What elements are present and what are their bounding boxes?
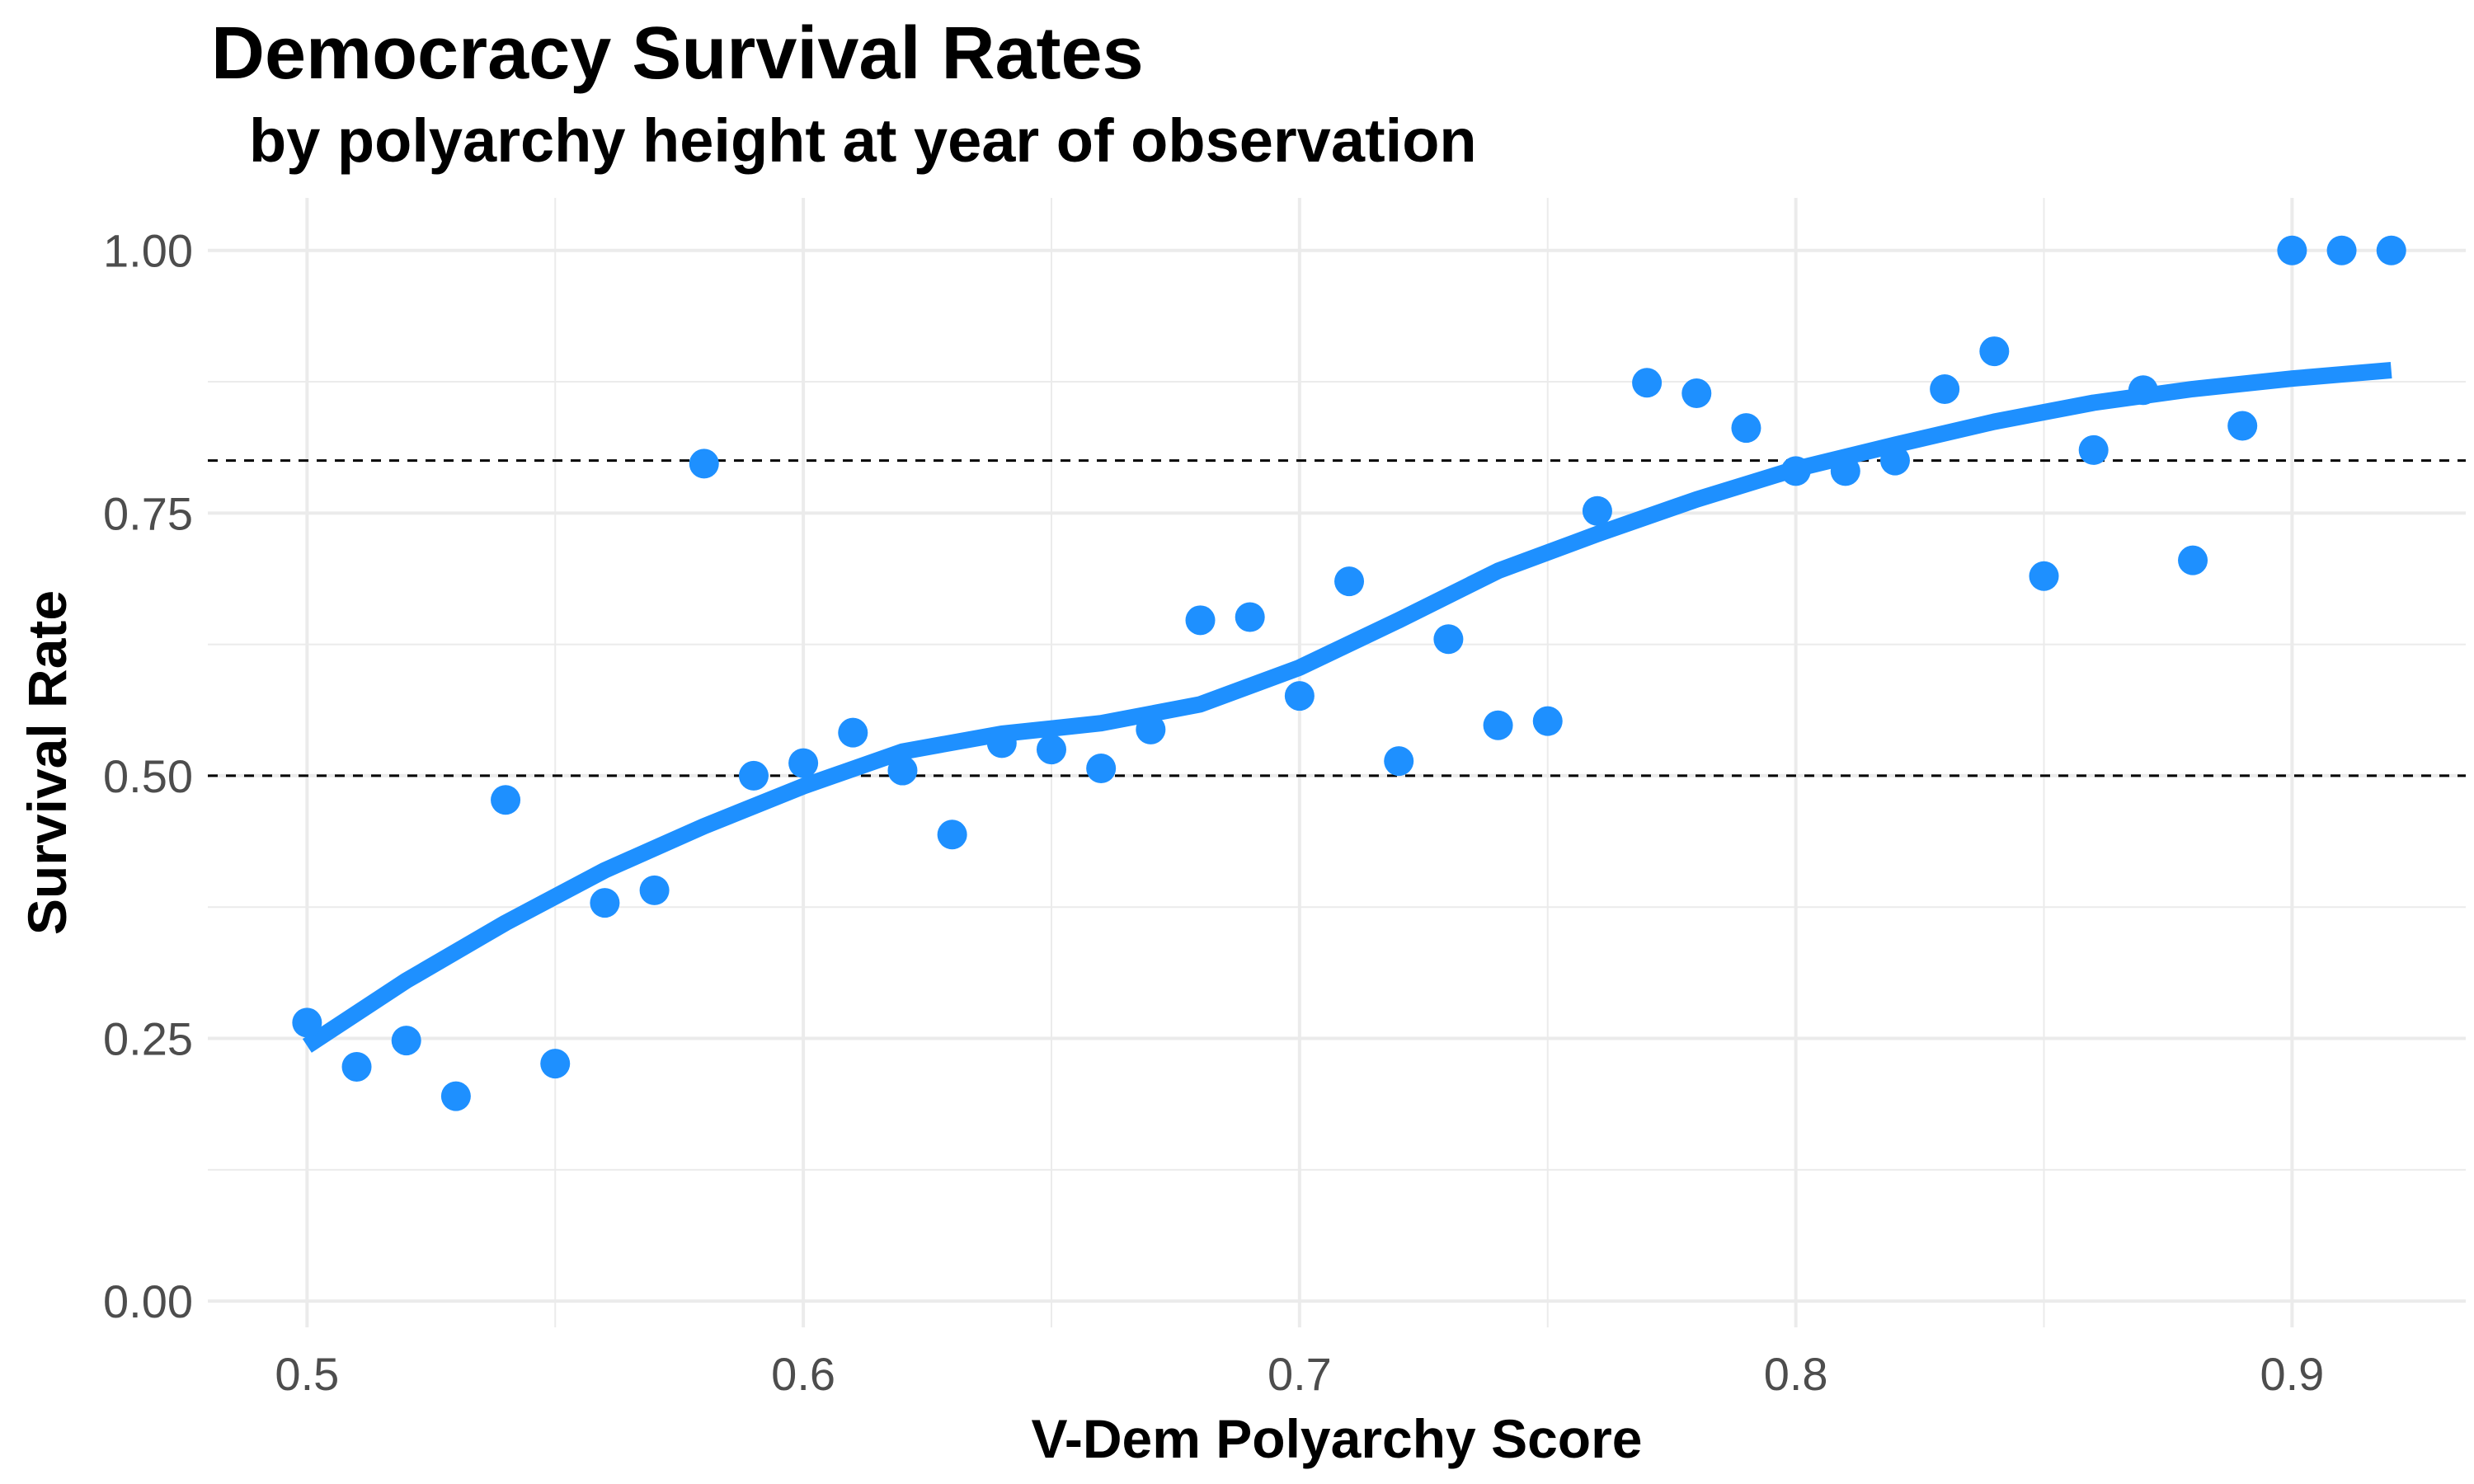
y-tick-label: 0.50 <box>103 750 193 802</box>
data-point <box>1532 706 1563 736</box>
y-tick-label: 0.75 <box>103 487 193 539</box>
x-tick-label: 0.7 <box>1268 1348 1332 1400</box>
x-tick-label: 0.9 <box>2260 1348 2324 1400</box>
data-point <box>1036 735 1066 765</box>
data-point <box>1879 445 1910 476</box>
data-point <box>1185 605 1216 636</box>
data-point <box>1334 566 1365 597</box>
smooth-trend-line <box>302 362 2392 1053</box>
data-point <box>1632 368 1663 398</box>
data-point <box>2078 434 2109 465</box>
data-point <box>937 819 967 850</box>
data-point <box>2326 235 2357 265</box>
y-tick-label: 1.00 <box>103 225 193 277</box>
data-point <box>1930 373 1960 404</box>
data-point <box>1086 754 1117 784</box>
x-axis-title: V-Dem Polyarchy Score <box>1031 1408 1642 1469</box>
y-axis-title: Survival Rate <box>16 590 78 935</box>
data-point <box>2376 235 2406 265</box>
data-point <box>1136 714 1166 744</box>
data-point <box>2277 235 2307 265</box>
data-point <box>838 717 868 748</box>
data-point <box>491 785 521 815</box>
data-point <box>1284 681 1315 711</box>
point-layer <box>292 235 2406 1111</box>
data-point <box>738 760 769 791</box>
chart-title: Democracy Survival Rates <box>211 12 1144 95</box>
data-point <box>1731 413 1761 444</box>
reference-line-layer <box>208 459 2466 777</box>
chart-subtitle: by polyarchy height at year of observati… <box>249 106 1477 175</box>
data-point <box>639 875 670 905</box>
data-point <box>440 1081 471 1111</box>
data-point <box>788 748 819 778</box>
smooth-line-layer <box>302 362 2392 1053</box>
data-point <box>1384 746 1414 777</box>
data-point <box>292 1007 322 1038</box>
data-point <box>590 888 620 918</box>
data-point <box>1433 624 1464 655</box>
y-tick-label: 0.25 <box>103 1013 193 1065</box>
data-point <box>1681 378 1712 409</box>
data-point <box>2029 561 2059 591</box>
data-point <box>1979 336 2010 367</box>
data-point <box>2128 375 2158 406</box>
x-tick-label: 0.8 <box>1764 1348 1828 1400</box>
y-tick-label: 0.00 <box>103 1275 193 1327</box>
x-tick-label: 0.6 <box>771 1348 835 1400</box>
data-point <box>391 1026 421 1056</box>
data-point <box>689 448 719 479</box>
data-point <box>887 755 918 786</box>
data-point <box>1780 456 1811 486</box>
data-point <box>2227 411 2258 441</box>
data-point <box>986 728 1017 758</box>
tick-label-layer: 0.5 0.6 0.7 0.8 0.9 0.00 0.25 0.50 0.75 1.00 <box>103 225 2324 1400</box>
grid-layer <box>208 198 2466 1327</box>
data-point <box>1582 495 1612 526</box>
x-tick-label: 0.5 <box>275 1348 339 1400</box>
data-point <box>2178 545 2208 575</box>
data-point <box>1830 456 1860 486</box>
data-point <box>540 1049 571 1079</box>
data-point <box>1483 710 1513 740</box>
data-point <box>341 1051 372 1082</box>
data-point <box>1235 602 1265 632</box>
